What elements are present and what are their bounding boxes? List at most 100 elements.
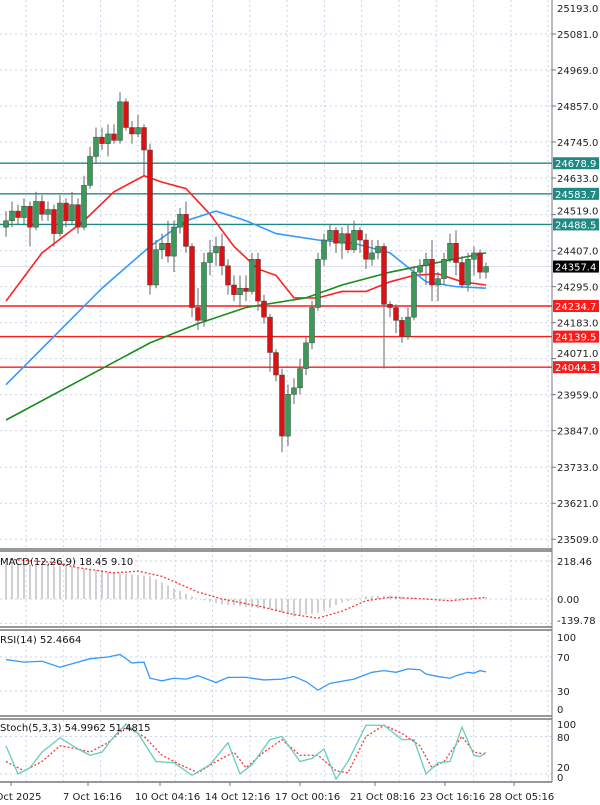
candle-body bbox=[273, 352, 279, 376]
candle-body bbox=[45, 209, 51, 215]
price-tick-label: 24407.0 bbox=[557, 247, 598, 258]
candle bbox=[387, 301, 393, 318]
moving-average-line bbox=[5, 174, 487, 302]
level-price-tag-bg bbox=[553, 157, 599, 170]
candle bbox=[231, 275, 237, 302]
price-tick-label: 24857.0 bbox=[557, 102, 598, 113]
candle bbox=[93, 127, 99, 163]
candle-body bbox=[207, 252, 213, 263]
candle-body bbox=[225, 265, 231, 286]
candle bbox=[351, 220, 357, 253]
candle bbox=[141, 124, 147, 176]
level-price-tag-bg bbox=[553, 361, 599, 374]
candle bbox=[201, 252, 207, 327]
price-tick-label: 24071.0 bbox=[557, 349, 598, 360]
price-tick-label: 24633.0 bbox=[557, 174, 598, 185]
time-tick-label: 17 Oct 00:16 bbox=[275, 792, 340, 803]
candle-body bbox=[171, 226, 177, 257]
candle-body bbox=[213, 246, 219, 254]
stoch-panel[interactable] bbox=[5, 723, 487, 781]
candle-body bbox=[321, 239, 327, 260]
candle-body bbox=[429, 259, 435, 286]
stoch-title: Stoch(5,3,3) 54.9962 51.4815 bbox=[0, 723, 151, 734]
candle bbox=[339, 227, 345, 260]
candle bbox=[327, 223, 333, 247]
price-tick-label: 24519.0 bbox=[557, 206, 598, 217]
level-price-tag-bg bbox=[553, 330, 599, 343]
candle-body bbox=[423, 259, 429, 266]
candle-body bbox=[339, 233, 345, 244]
rsi-tick-label: 0 bbox=[557, 705, 563, 716]
candle bbox=[435, 272, 441, 302]
candle-body bbox=[63, 202, 69, 221]
candle bbox=[411, 265, 417, 321]
candle bbox=[261, 294, 267, 324]
candle-body bbox=[69, 204, 75, 221]
candle bbox=[165, 220, 171, 263]
candle-body bbox=[177, 214, 183, 228]
price-panel[interactable] bbox=[0, 92, 552, 453]
candle-body bbox=[327, 230, 333, 241]
candle-body bbox=[405, 316, 411, 337]
macd-panel[interactable] bbox=[5, 558, 487, 619]
candle-body bbox=[267, 316, 273, 353]
candle-body bbox=[303, 342, 309, 369]
candle bbox=[15, 204, 21, 224]
price-tick-label: 23847.0 bbox=[557, 427, 598, 438]
candle bbox=[171, 220, 177, 273]
candle-body bbox=[399, 320, 405, 337]
candle bbox=[135, 114, 141, 138]
candle-body bbox=[75, 204, 81, 228]
candle-body bbox=[183, 214, 189, 247]
candle-body bbox=[477, 252, 483, 273]
candle-body bbox=[9, 210, 15, 221]
rsi-line bbox=[5, 653, 487, 691]
candle bbox=[177, 207, 183, 234]
candle-body bbox=[351, 230, 357, 250]
candle bbox=[33, 191, 39, 231]
stoch-tick-label: 20 bbox=[557, 763, 570, 774]
candle bbox=[111, 124, 117, 144]
level-price-tag: 24583.7 bbox=[555, 190, 596, 201]
candle bbox=[57, 195, 63, 237]
candle bbox=[441, 252, 447, 286]
candle bbox=[69, 191, 75, 224]
grid bbox=[0, 0, 552, 782]
stoch-tick-label: 80 bbox=[557, 733, 570, 744]
rsi-tick-label: 70 bbox=[557, 653, 570, 664]
candle-body bbox=[51, 209, 57, 234]
candle-body bbox=[99, 136, 105, 144]
candle bbox=[381, 243, 387, 369]
rsi-panel[interactable] bbox=[5, 653, 487, 691]
candle bbox=[39, 195, 45, 221]
price-tick-label: 24745.0 bbox=[557, 138, 598, 149]
candle bbox=[9, 201, 15, 228]
current-price-tag-bg bbox=[553, 260, 599, 273]
candle bbox=[225, 259, 231, 295]
price-tick-label: 25081.0 bbox=[557, 30, 598, 41]
candle-body bbox=[261, 300, 267, 318]
candle bbox=[159, 233, 165, 260]
level-price-tag: 24139.5 bbox=[555, 333, 596, 344]
candle bbox=[45, 201, 51, 221]
candle-body bbox=[237, 287, 243, 295]
candle-body bbox=[357, 230, 363, 241]
candle bbox=[219, 233, 225, 276]
candle bbox=[297, 358, 303, 395]
candle bbox=[363, 233, 369, 269]
candle-body bbox=[435, 278, 441, 286]
price-tick-label: 24183.0 bbox=[557, 319, 598, 330]
candle-body bbox=[417, 265, 423, 273]
candle-body bbox=[453, 242, 459, 263]
candle bbox=[243, 275, 249, 302]
candle bbox=[153, 240, 159, 289]
candle bbox=[81, 175, 87, 231]
candle-body bbox=[39, 201, 45, 215]
time-tick-label: 10 Oct 04:16 bbox=[135, 792, 200, 803]
candle bbox=[357, 227, 363, 253]
candle-body bbox=[309, 307, 315, 344]
candle-body bbox=[165, 242, 171, 257]
price-tick-label: 23959.0 bbox=[557, 391, 598, 402]
